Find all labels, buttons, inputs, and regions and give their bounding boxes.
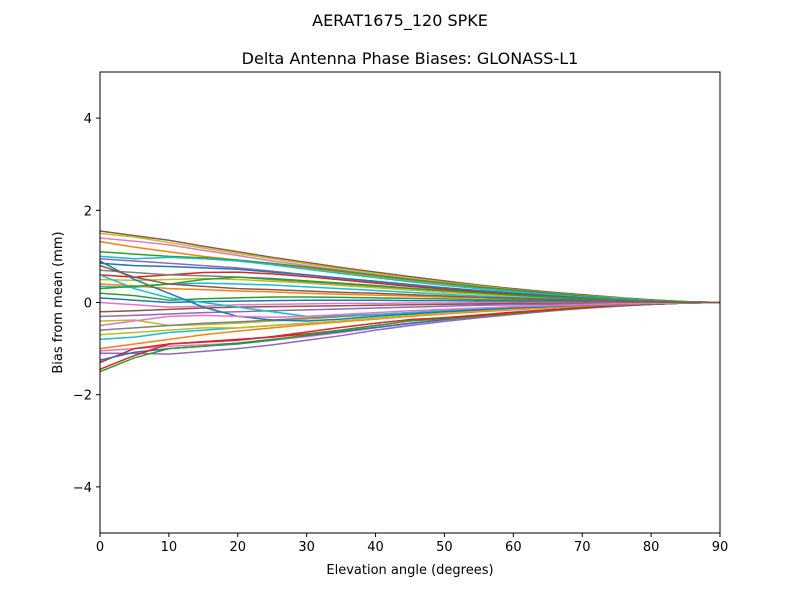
series-line-34	[100, 264, 720, 304]
y-axis: −4 −2 0 2 4	[73, 112, 100, 496]
chart-title: Delta Antenna Phase Biases: GLONASS-L1	[242, 49, 579, 68]
series-group	[100, 230, 720, 373]
y-tick-label-3: 2	[84, 204, 92, 219]
x-tick-label-5: 50	[436, 540, 453, 555]
x-tick-label-1: 10	[161, 540, 178, 555]
x-tick-label-4: 40	[367, 540, 384, 555]
series-line-28	[100, 301, 720, 371]
y-tick-label-1: −2	[73, 389, 92, 404]
y-axis-label: Bias from mean (mm)	[51, 231, 66, 373]
x-tick-label-8: 80	[643, 540, 660, 555]
series-line-32	[100, 301, 720, 327]
y-tick-label-2: 0	[84, 297, 92, 312]
x-tick-label-6: 60	[505, 540, 522, 555]
series-line-6	[100, 255, 720, 304]
x-tick-label-0: 0	[96, 540, 104, 555]
series-line-33	[100, 276, 720, 304]
x-tick-label-3: 30	[298, 540, 315, 555]
x-tick-label-2: 20	[230, 540, 247, 555]
figure-suptitle: AERAT1675_120 SPKE	[312, 11, 488, 31]
x-tick-label-7: 70	[574, 540, 591, 555]
y-tick-label-0: −4	[73, 481, 92, 496]
y-tick-label-4: 4	[84, 112, 92, 127]
x-tick-label-9: 90	[712, 540, 729, 555]
x-axis-label: Elevation angle (degrees)	[326, 563, 493, 578]
x-axis: 0 10 20 30 40 50 60 70 80 90	[96, 533, 728, 555]
